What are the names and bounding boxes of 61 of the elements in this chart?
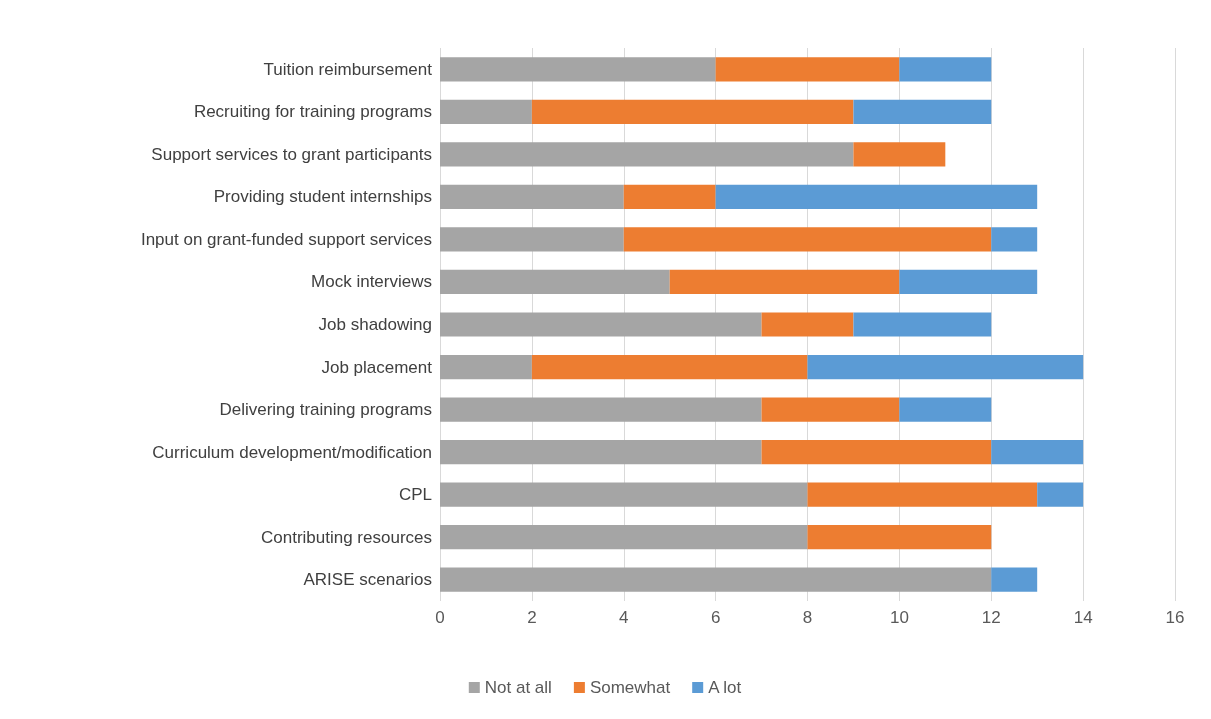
bar: [991, 439, 1084, 465]
y-tick-label: Recruiting for training programs: [193, 102, 432, 122]
y-tick-label: Mock interviews: [311, 272, 432, 292]
bar: [899, 397, 992, 422]
bar: [853, 99, 992, 124]
y-tick-label: Providing student internships: [213, 187, 432, 207]
bar: [715, 184, 1038, 210]
bar: [761, 397, 900, 422]
y-tick-label: ARISE scenarios: [303, 570, 432, 590]
x-tick-label: 14: [1073, 608, 1093, 627]
bar: [761, 312, 854, 337]
bar: [440, 354, 532, 380]
bar: [440, 57, 716, 82]
bar: [440, 99, 532, 124]
bar: [853, 142, 946, 167]
bar: [991, 567, 1038, 592]
x-tick-label: 10: [889, 608, 909, 627]
bar: [440, 312, 762, 337]
bar: [761, 439, 992, 465]
y-tick-label: CPL: [398, 485, 432, 505]
y-tick-label: Support services to grant participants: [151, 144, 432, 164]
legend-label: A lot: [708, 678, 742, 697]
x-tick-label: 6: [710, 608, 721, 627]
bar: [991, 227, 1038, 252]
bar: [440, 142, 854, 167]
bar: [807, 525, 992, 550]
y-tick-label: Input on grant-funded support services: [140, 229, 432, 249]
bar: [807, 354, 1084, 380]
x-tick-label: 2: [527, 608, 537, 627]
x-tick-label: 12: [981, 608, 1001, 627]
bar: [715, 57, 900, 82]
bar: [440, 482, 808, 507]
x-tick-label: 0: [435, 608, 445, 627]
bar: [440, 269, 670, 295]
bar: [1037, 482, 1084, 507]
legend-label: Not at all: [484, 678, 552, 697]
bar: [669, 269, 900, 295]
bar: [623, 227, 992, 252]
bar: [531, 354, 808, 380]
y-tick-label: Curriculum development/modification: [152, 442, 432, 462]
bar: [440, 397, 762, 422]
bar: [440, 567, 992, 592]
x-tick-label: 8: [802, 608, 813, 627]
y-tick-label: Job placement: [321, 357, 433, 377]
y-tick-label: Contributing resources: [260, 527, 432, 547]
bar: [899, 269, 1038, 295]
bar: [531, 99, 854, 124]
legend-label: Somewhat: [589, 678, 671, 697]
y-tick-label: Job shadowing: [318, 315, 432, 334]
x-tick-label: 16: [1165, 608, 1185, 627]
bar: [440, 439, 762, 465]
y-tick-label: Delivering training programs: [219, 400, 432, 420]
bar: [440, 184, 624, 210]
bar: [440, 227, 624, 252]
bar: [853, 312, 992, 337]
bar: [899, 57, 992, 82]
bar: [440, 525, 808, 550]
bar: [807, 482, 1038, 507]
y-tick-label: Tuition reimbursement: [263, 59, 433, 79]
x-tick-label: 4: [619, 608, 629, 627]
bar: [623, 184, 716, 210]
